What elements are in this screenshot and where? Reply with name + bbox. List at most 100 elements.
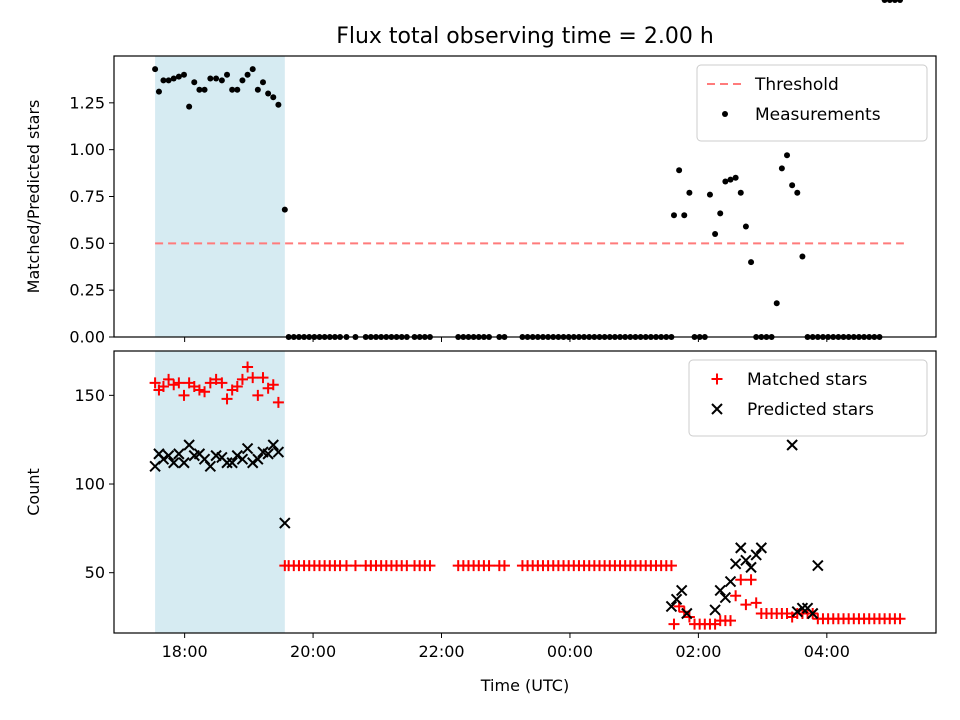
count-panel: 18:00 20:00 22:00 00:00 02:00 04:00 50 100 150 Co… [24,350,937,661]
legend-label: Measurements [755,105,881,125]
data-point [221,393,233,405]
data-point [157,380,169,392]
data-point [204,460,217,472]
data-point [231,449,244,462]
data-point [424,560,436,572]
x-tick-label: 02:00 [675,642,721,661]
data-point [784,152,791,159]
x-tick-label: 22:00 [418,642,464,661]
data-point [740,599,752,611]
data-point [155,88,162,95]
data-point [229,86,236,93]
data-point [735,574,747,586]
data-point [178,457,190,469]
legend-swatch-marker [711,403,723,415]
data-point [163,373,175,385]
data-point [670,212,677,219]
data-point [886,0,893,3]
data-point [668,618,680,630]
y-axis-label: Matched/Predicted stars [24,100,43,294]
data-point [897,0,904,3]
data-point [236,453,249,465]
data-point [279,517,291,529]
data-point [272,446,285,458]
series-measurements [152,0,904,340]
data-point [157,453,170,465]
y-tick-label: 50 [85,563,105,582]
data-point [207,75,214,82]
data-point [175,73,182,80]
data-point [732,174,739,181]
legend: Threshold Measurements [696,64,928,142]
data-point [244,71,251,78]
data-point [799,253,806,260]
data-point [740,554,752,566]
data-point [247,457,259,469]
data-point [247,372,259,384]
data-point [180,71,187,78]
data-point [199,386,211,398]
data-point [498,560,510,572]
data-point [349,560,361,572]
data-point [796,602,809,614]
y-tick-label: 0.75 [69,187,105,206]
data-point [681,607,693,620]
data-point [183,439,195,451]
data-point [717,210,724,217]
y-tick-label: 1.00 [69,140,105,159]
data-point [724,575,737,588]
data-point [794,189,801,196]
data-point [224,71,231,78]
data-point [149,377,161,389]
data-point [191,79,198,86]
data-point [165,77,172,84]
data-point [750,549,762,561]
plot-frame [113,350,937,634]
data-point [152,66,159,73]
data-point [737,189,744,196]
data-point [254,86,261,93]
data-point [894,613,906,625]
legend: Matched stars Predicted stars [688,359,928,437]
data-point [186,103,193,110]
y-tick-label: 0.00 [69,328,105,347]
data-point [675,584,688,597]
data-point [712,230,719,237]
y-tick-label: 0.50 [69,234,105,253]
legend-box [688,359,928,437]
data-point [483,560,495,572]
data-point [791,606,803,618]
data-point [670,593,683,606]
y-tick-label: 1.25 [69,93,105,112]
data-point [196,86,203,93]
data-point [210,373,222,385]
data-point [281,206,288,213]
data-point [786,439,798,451]
data-point [168,457,180,469]
data-point [213,75,220,82]
data-point [173,448,185,460]
data-point [265,90,272,97]
data-point [681,212,688,219]
y-tick-label: 150 [74,386,105,405]
data-point [750,597,762,609]
legend-label: Predicted stars [747,400,874,420]
y-axis-label: Count [24,468,43,516]
series-predicted-stars [149,439,824,620]
data-point [755,542,768,554]
data-point [748,259,755,266]
data-point [249,66,256,73]
x-tick-label: 20:00 [290,642,336,661]
data-point [262,448,274,460]
data-point [270,94,277,101]
data-point [178,389,190,401]
data-point [891,0,898,3]
data-point [226,457,238,469]
data-point [812,559,824,572]
data-point [665,560,677,572]
data-point [745,561,757,574]
data-point [218,77,225,84]
data-point [730,590,742,602]
x-axis-label: Time (UTC) [480,676,569,695]
